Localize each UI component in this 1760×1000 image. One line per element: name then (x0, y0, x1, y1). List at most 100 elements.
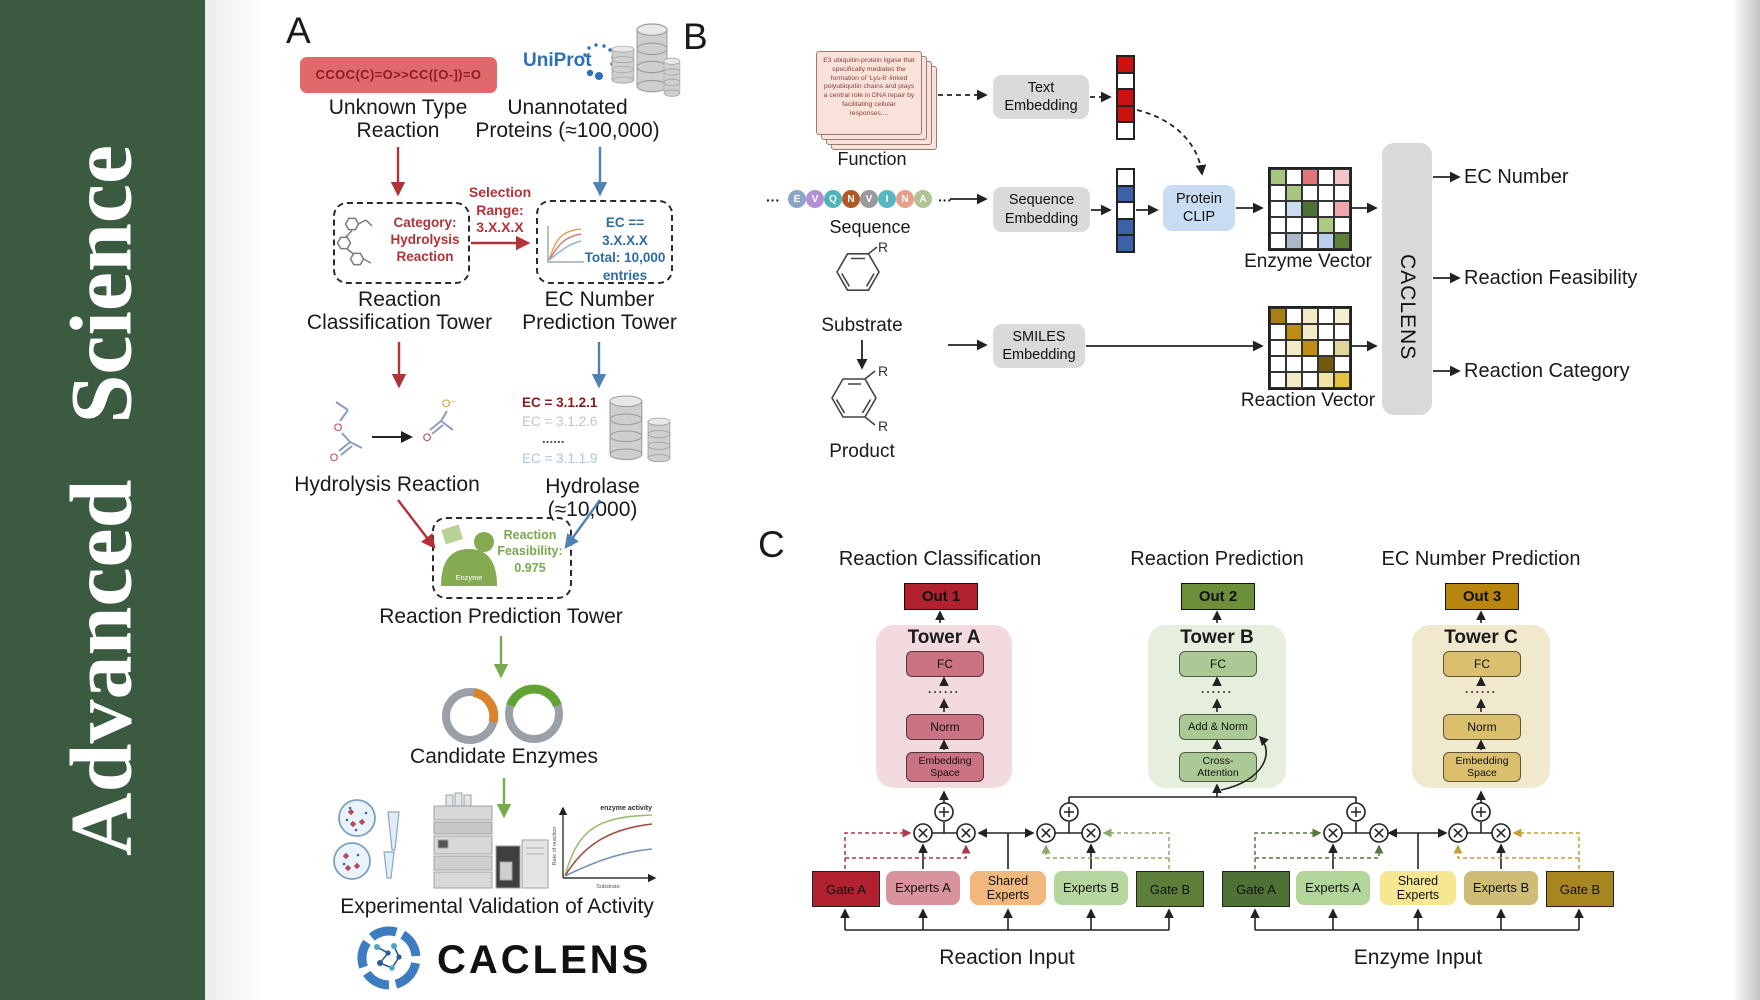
out1-box: Out 1 (904, 583, 978, 610)
tower-a-title: Tower A (907, 627, 981, 648)
enzyme-input-caption: Enzyme Input (1353, 946, 1483, 969)
journal-title: Advanced Science (53, 144, 151, 857)
tower-a-norm: Norm (906, 714, 984, 740)
text-embedding-vector (1116, 55, 1135, 140)
experimental-validation-caption: Experimental Validation of Activity (340, 895, 654, 918)
unannotated-proteins-caption: Unannotated Proteins (≈100,000) (475, 96, 660, 143)
product-r-group-2: R (878, 418, 889, 434)
substrate-caption: Substrate (821, 315, 903, 336)
unknown-reaction-caption: Unknown Type Reaction (328, 96, 468, 143)
reaction-shared-experts: Shared Experts (970, 871, 1046, 905)
plot-xlabel: Substrate (596, 884, 620, 890)
page-right-edge (1732, 0, 1760, 1000)
feasibility-dashed-box (432, 517, 572, 599)
tower-a-embedding-space: Embedding Space (906, 752, 984, 782)
product-caption: Product (829, 441, 895, 462)
gate-a-dashed-left (844, 828, 971, 869)
page-left-shadow (205, 0, 263, 1000)
column-title-ec-number-prediction: EC Number Prediction (1381, 548, 1581, 570)
tower-c-fc: FC (1443, 651, 1521, 677)
column-title-reaction-classification: Reaction Classification (838, 548, 1042, 570)
plot-annotation: enzyme activity (600, 805, 652, 812)
atom-o-2: O (330, 452, 339, 464)
hydrolysis-reaction-molecules: O O O⁻ O (330, 398, 457, 464)
ec-item-1: EC = 3.1.2.1 (522, 395, 598, 410)
atom-o-1: O (334, 422, 343, 434)
tower-b-fc: FC (1179, 651, 1257, 677)
tower-b-title: Tower B (1180, 627, 1254, 648)
reaction-input-caption: Reaction Input (939, 946, 1075, 969)
tower-a-dots: ...... (927, 682, 960, 696)
tower-c-norm: Norm (1443, 714, 1521, 740)
enzyme-gate-b: Gate B (1546, 871, 1614, 907)
cell-assay-icon (333, 799, 400, 880)
sequence-ellipsis-left: ··· (766, 192, 780, 208)
unannotated-database-icon (611, 23, 681, 97)
substrate-benzene-icon (836, 246, 880, 292)
classification-tower-caption: Reaction Classification Tower (306, 288, 493, 335)
hydrolase-caption: Hydrolase (≈10,000) (545, 475, 640, 522)
plot-ylabel: Rate of reaction (552, 827, 558, 866)
caclens-logo-icon (357, 926, 421, 990)
tower-b-dots: ...... (1200, 682, 1233, 696)
enzyme-shared-experts: Shared Experts (1380, 871, 1456, 905)
gate-a-dashed-right (1254, 828, 1384, 869)
tower-c-dots: ...... (1464, 682, 1497, 696)
protein-clip-box: Protein CLIP (1163, 185, 1235, 231)
enzyme-vector-caption: Enzyme Vector (1244, 251, 1372, 272)
product-benzene-icon (831, 370, 877, 426)
tower-a-fc: FC (906, 651, 984, 677)
output-reaction-category: Reaction Category (1464, 360, 1630, 382)
panel-a-label: A (286, 10, 311, 51)
gate-b-dashed-right (1453, 828, 1580, 869)
smiles-text: CCOC(C)=O>>CC([O-])=O (315, 67, 482, 82)
enzyme-experts-a: Experts A (1296, 871, 1370, 905)
ec-item-dots: ...... (542, 431, 565, 446)
multiply-add-nodes (913, 802, 1511, 843)
enzyme-experts-b: Experts B (1464, 871, 1538, 905)
journal-sidebar (0, 0, 205, 1000)
sequence-embedding-box: Sequence Embedding (993, 187, 1090, 232)
smiles-embedding-box: SMILES Embedding (993, 324, 1085, 368)
arrow-text-vector-to-clip (1136, 109, 1207, 176)
text-embedding-box: Text Embedding (993, 75, 1089, 119)
category-dashed-box (333, 202, 470, 284)
reaction-vector-matrix (1268, 306, 1352, 390)
out3-box: Out 3 (1445, 583, 1519, 610)
reaction-experts-a: Experts A (886, 871, 960, 905)
function-caption: Function (837, 149, 907, 169)
plasmid-icons (442, 684, 563, 744)
reaction-prediction-tower-caption: Reaction Prediction Tower (379, 605, 623, 628)
hplc-instrument-icon (433, 792, 549, 889)
enzyme-gate-a: Gate A (1222, 871, 1290, 907)
moe-wiring-right (1069, 783, 1584, 931)
prediction-tower-caption: EC Number Prediction Tower (522, 288, 677, 335)
sequence-caption: Sequence (829, 217, 911, 237)
smiles-reaction-box: CCOC(C)=O>>CC([O-])=O (300, 57, 497, 93)
enzyme-activity-plot-icon: enzyme activity Rate of reaction Substra… (552, 805, 657, 890)
uniprot-logo-text: UniProt (523, 50, 592, 71)
tower-c-embedding-space: Embedding Space (1443, 752, 1521, 782)
ec-item-2: EC = 3.1.2.6 (522, 414, 598, 429)
panel-c-label: C (758, 524, 785, 565)
caclens-module-label: CACLENS (1392, 254, 1422, 360)
output-ec-number: EC Number (1464, 166, 1569, 188)
sequence-embedding-vector (1116, 168, 1135, 253)
panel-b-label: B (683, 16, 708, 57)
caclens-module-box (1382, 143, 1432, 415)
tower-b-cross-attention: Cross- Attention (1179, 752, 1257, 782)
function-card-top: E3 ubiquitin-protein ligase that specifi… (816, 51, 922, 135)
out2-box: Out 2 (1181, 583, 1255, 610)
hydrolysis-caption: Hydrolysis Reaction (294, 473, 480, 496)
selection-range-text: Selection Range: 3.X.X.X (468, 184, 532, 235)
column-title-reaction-prediction: Reaction Prediction (1130, 548, 1304, 570)
tower-b-add-norm: Add & Norm (1179, 714, 1257, 740)
gate-b-dashed-left (1041, 828, 1170, 869)
reaction-experts-b: Experts B (1054, 871, 1128, 905)
caclens-wordmark: CACLENS (437, 938, 652, 982)
category-box-text: Category: Hydrolysis Reaction (390, 215, 460, 264)
sequence-ellipsis-right: ··· (938, 192, 952, 208)
feasibility-text: Reaction Feasibility: 0.975 (497, 528, 563, 575)
